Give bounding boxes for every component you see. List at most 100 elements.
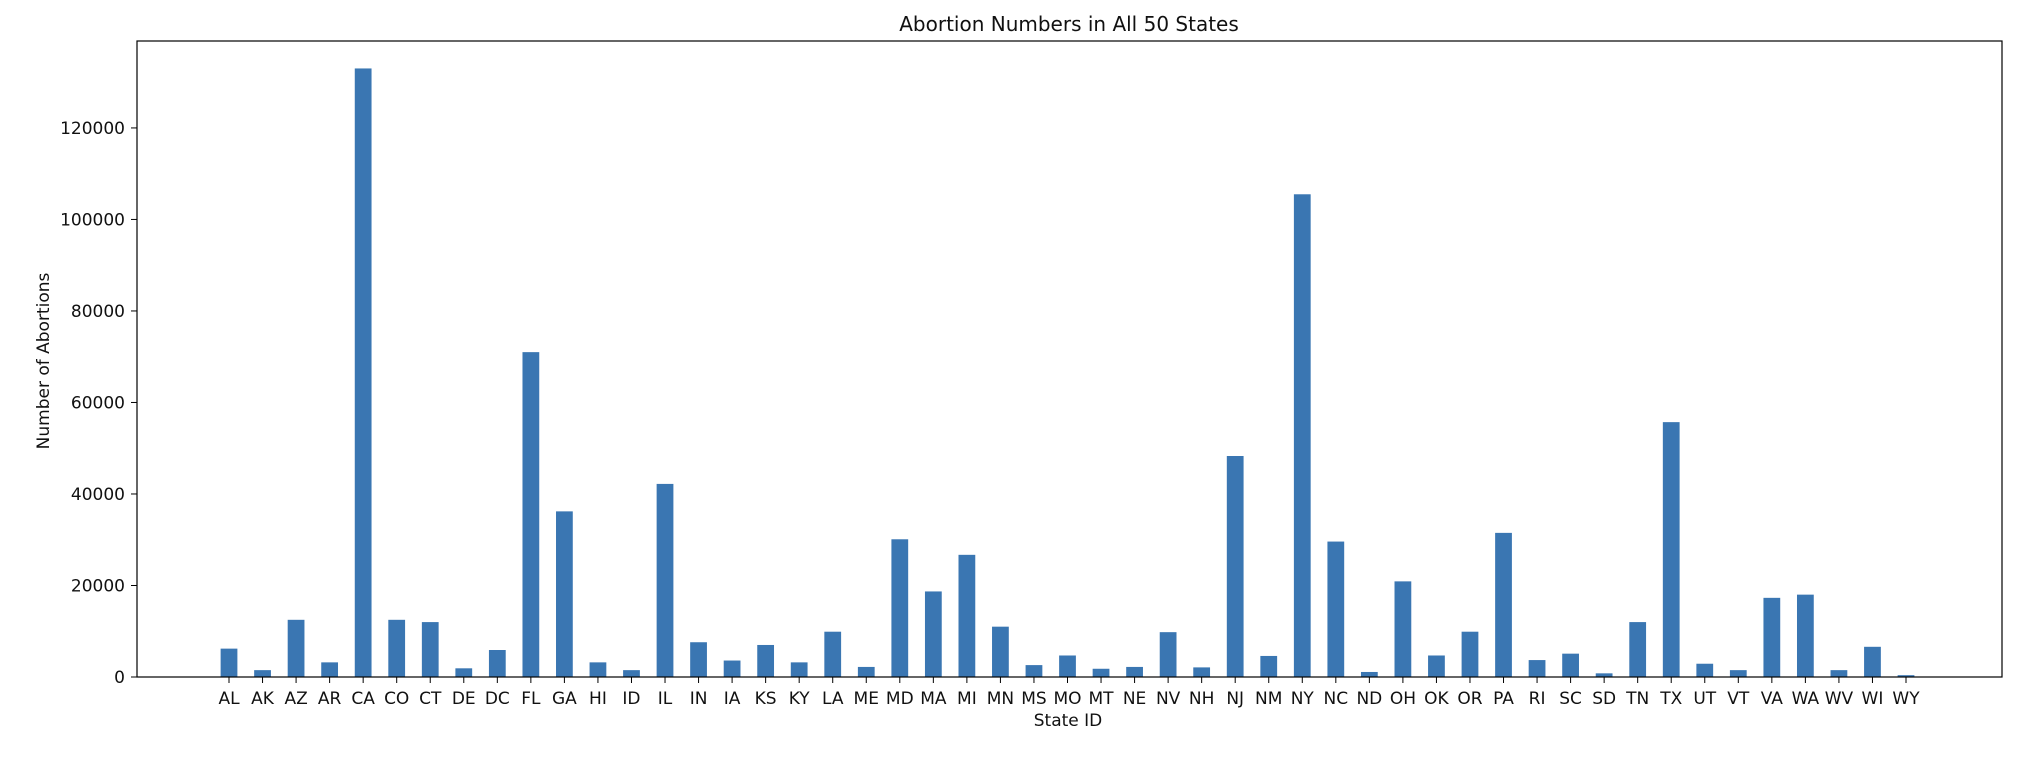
bar-ia	[723, 660, 741, 677]
x-tick-label: TN	[1625, 689, 1649, 709]
bar-ca	[354, 68, 372, 677]
bar-ks	[757, 644, 775, 677]
bar-mi	[958, 554, 976, 677]
bar-ne	[1126, 666, 1143, 677]
x-tick-label: MA	[920, 689, 947, 709]
y-axis-label: Number of Abortions	[34, 273, 54, 450]
x-tick-label: RI	[1529, 689, 1546, 709]
bar-tx	[1662, 422, 1680, 677]
bar-vt	[1729, 670, 1747, 677]
bar-mo	[1059, 655, 1076, 677]
bar-sc	[1562, 653, 1579, 677]
y-tick-label: 60000	[71, 393, 125, 413]
bar-md	[891, 539, 909, 677]
bar-me	[857, 666, 875, 677]
bar-sd	[1595, 673, 1613, 677]
x-tick-label: ID	[622, 689, 640, 709]
bar-fl	[522, 352, 540, 677]
bar-il	[656, 483, 674, 677]
bar-nd	[1360, 671, 1378, 677]
bar-or	[1461, 631, 1479, 677]
y-tick-label: 40000	[71, 485, 125, 505]
bar-co	[388, 619, 406, 677]
x-tick-label: ND	[1356, 689, 1382, 709]
x-tick-label: PA	[1493, 689, 1514, 709]
bar-wv	[1830, 670, 1848, 677]
bar-ky	[790, 662, 808, 677]
bar-wa	[1796, 594, 1814, 677]
x-tick-label: UT	[1693, 689, 1716, 709]
bar-mn	[992, 626, 1009, 677]
bar-ar	[321, 662, 339, 677]
bar-ut	[1696, 663, 1714, 677]
x-tick-label: NM	[1255, 689, 1282, 709]
x-tick-label: WA	[1792, 689, 1820, 709]
bar-ri	[1528, 660, 1546, 677]
x-tick-label: IN	[690, 689, 708, 709]
x-tick-label: OK	[1424, 689, 1449, 709]
bar-ga	[556, 511, 573, 677]
x-tick-label: GA	[552, 689, 577, 709]
bar-de	[455, 668, 473, 677]
x-tick-label: TX	[1659, 689, 1682, 709]
bar-va	[1763, 597, 1781, 677]
x-tick-label: DC	[485, 689, 510, 709]
x-tick-label: FL	[521, 689, 541, 709]
x-tick-label: MT	[1089, 689, 1115, 709]
x-tick-label: CO	[384, 689, 409, 709]
bar-nv	[1159, 632, 1177, 677]
x-tick-label: AK	[251, 689, 275, 709]
x-tick-label: OR	[1457, 689, 1482, 709]
bar-id	[623, 670, 640, 677]
bar-nh	[1193, 667, 1211, 677]
x-tick-label: MO	[1053, 689, 1081, 709]
x-tick-label: AZ	[284, 689, 307, 709]
bar-az	[287, 619, 305, 677]
x-tick-label: NV	[1156, 689, 1181, 709]
x-tick-label: WV	[1825, 689, 1854, 709]
bar-hi	[589, 662, 607, 677]
x-axis-label: State ID	[1034, 711, 1103, 731]
x-tick-label: KS	[755, 689, 777, 709]
bar-ak	[254, 670, 271, 677]
x-tick-label: IA	[724, 689, 741, 709]
plot-area: AL AK AZ AR CA CO CT DE DC FL GA HI ID IL IN IA KS KY LA ME…	[60, 40, 2003, 709]
bar-nj	[1226, 456, 1244, 677]
bar-al	[220, 648, 238, 677]
bar-la	[824, 631, 842, 677]
x-tick-label: MD	[886, 689, 914, 709]
x-tick-label: NC	[1324, 689, 1349, 709]
x-tick-label: NE	[1123, 689, 1146, 709]
x-tick-label: LA	[822, 689, 844, 709]
y-tick-label: 20000	[71, 576, 125, 596]
bar-nm	[1260, 655, 1278, 677]
plot-frame	[136, 40, 2003, 678]
bar-wy	[1897, 675, 1915, 677]
bar-in	[690, 642, 707, 677]
y-tick-label: 80000	[71, 302, 125, 322]
x-tick-label: HI	[589, 689, 607, 709]
x-tick-label: MS	[1021, 689, 1046, 709]
x-tick-label: IL	[658, 689, 673, 709]
x-tick-label: KY	[789, 689, 811, 709]
bar-pa	[1495, 532, 1512, 677]
bar-ma	[924, 591, 942, 677]
y-tick-label: 0	[114, 668, 125, 688]
bar-dc	[488, 650, 506, 677]
x-tick-label: NY	[1291, 689, 1315, 709]
x-tick-label: CA	[351, 689, 375, 709]
bar-mt	[1092, 668, 1110, 677]
bar-ny	[1293, 194, 1311, 677]
y-tick-label: 100000	[60, 210, 125, 230]
x-tick-label: CT	[419, 689, 442, 709]
x-tick-label: OH	[1390, 689, 1416, 709]
bar-nc	[1327, 541, 1345, 677]
x-tick-label: SC	[1559, 689, 1582, 709]
x-tick-label: VA	[1761, 689, 1784, 709]
bar-ct	[421, 622, 439, 677]
x-tick-label: AL	[218, 689, 240, 709]
x-tick-label: SD	[1592, 689, 1616, 709]
bar-ok	[1428, 655, 1445, 677]
